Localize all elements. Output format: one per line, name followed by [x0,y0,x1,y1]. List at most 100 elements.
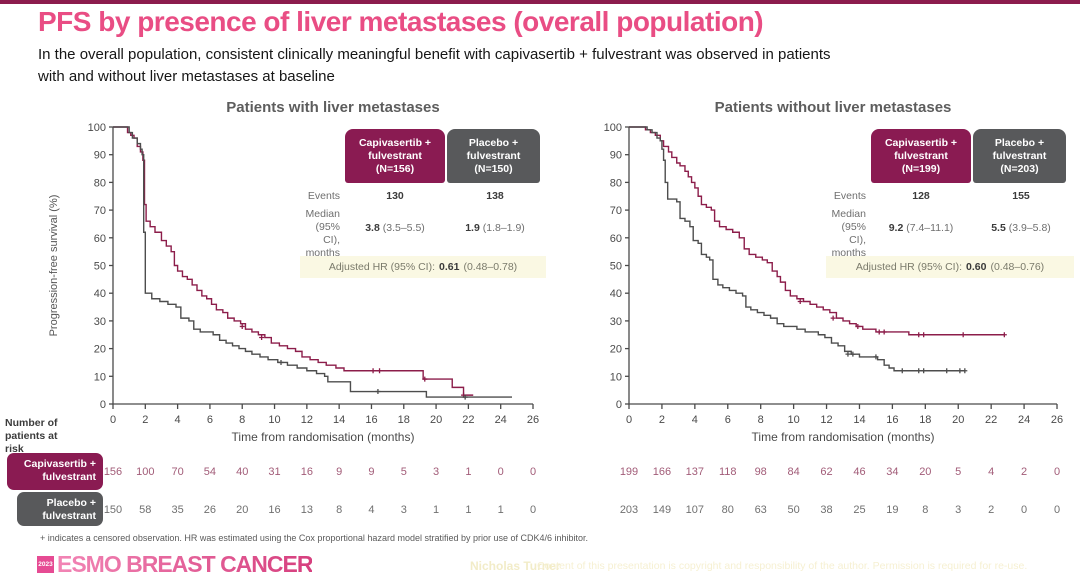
chart-title-without-liver-mets: Patients without liver metastases [714,99,952,116]
svg-text:22: 22 [462,414,474,426]
logo-text: ESMO BREAST CANCER [57,551,313,577]
svg-text:40: 40 [94,288,106,300]
svg-text:58: 58 [139,504,151,516]
svg-text:166: 166 [653,466,671,478]
svg-text:3: 3 [433,466,439,478]
svg-text:16: 16 [301,466,313,478]
events-value-placebo: 155 [1012,190,1030,202]
svg-text:30: 30 [610,316,622,328]
arm-header-placebo: Placebo + fulvestrant (N=203) [973,129,1066,183]
svg-text:26: 26 [204,504,216,516]
axes [625,126,1058,409]
svg-text:20: 20 [610,344,622,356]
svg-text:18: 18 [919,414,931,426]
svg-text:34: 34 [886,466,898,478]
svg-text:137: 137 [686,466,704,478]
events-row-label: Events [833,190,866,202]
svg-text:0: 0 [530,504,536,516]
svg-text:100: 100 [88,122,106,134]
slide-subtitle: In the overall population, consistent cl… [38,46,831,85]
median-number: 1.9 [465,222,480,234]
svg-text:16: 16 [886,414,898,426]
arm-header-capivasertib: Capivasertib + fulvestrant (N=199) [871,129,971,183]
svg-text:90: 90 [610,150,622,162]
author-name: Nicholas Turner [470,559,561,573]
svg-text:118: 118 [719,466,737,478]
svg-text:50: 50 [787,504,799,516]
km-series-capivasertib-fulvestrant [113,126,474,396]
hr-ci: (0.48–0.76) [990,261,1045,273]
at-risk-row-1: 199 166 137 118 98 84 62 46 34 20 5 4 2 0 [620,466,1060,478]
svg-text:100: 100 [604,122,622,134]
svg-text:3: 3 [955,504,961,516]
copyright-notice: Content of this presentation is copyrigh… [537,560,1028,572]
logo-year-badge: 2023 [37,556,54,573]
km-series-placebo-fulvestrant [629,126,965,372]
svg-text:40: 40 [610,288,622,300]
x-axis-title: Time from randomisation (months) [232,430,415,444]
svg-text:62: 62 [820,466,832,478]
svg-text:2: 2 [988,504,994,516]
footnote: + indicates a censored observation. HR w… [40,533,589,543]
svg-text:0: 0 [1021,504,1027,516]
median-row-label: Median (95% CI), months [831,208,866,259]
svg-text:60: 60 [610,233,622,245]
svg-text:1: 1 [498,504,504,516]
svg-text:63: 63 [755,504,767,516]
svg-text:4: 4 [988,466,994,478]
svg-text:3: 3 [401,504,407,516]
at-risk-row-2: 203 149 107 80 63 50 38 25 19 8 3 2 0 0 [620,504,1060,516]
svg-text:12: 12 [301,414,313,426]
svg-text:80: 80 [722,504,734,516]
svg-text:4: 4 [368,504,374,516]
svg-text:0: 0 [100,399,106,411]
svg-text:107: 107 [686,504,704,516]
svg-text:30: 30 [94,316,106,328]
censor-marks [278,359,468,400]
svg-text:199: 199 [620,466,638,478]
events-value-capivasertib: 130 [386,190,404,202]
svg-text:1: 1 [465,466,471,478]
svg-text:19: 19 [886,504,898,516]
svg-text:14: 14 [853,414,865,426]
censor-marks [845,351,968,374]
km-series-placebo-fulvestrant [113,126,513,398]
svg-text:20: 20 [952,414,964,426]
median-ci: (1.8–1.9) [482,222,525,234]
esmo-logo: 2023 ESMO BREAST CANCER [37,551,313,578]
svg-text:5: 5 [401,466,407,478]
svg-text:5: 5 [955,466,961,478]
number-at-risk-label: Number of patients at risk [5,417,58,455]
svg-text:8: 8 [922,504,928,516]
svg-text:26: 26 [527,414,539,426]
median-number: 9.2 [888,222,904,234]
censor-marks [239,323,467,398]
svg-text:149: 149 [653,504,671,516]
adjusted-hr-band: Adjusted HR (95% CI): 0.61 (0.48–0.78) [300,256,546,278]
svg-text:0: 0 [498,466,504,478]
slide-title: PFS by presence of liver metastases (ove… [38,6,764,37]
svg-text:12: 12 [820,414,832,426]
svg-text:10: 10 [610,371,622,383]
svg-text:0: 0 [110,414,116,426]
adjusted-hr-band: Adjusted HR (95% CI): 0.60 (0.48–0.76) [826,256,1074,278]
risk-row-label-capivasertib: Capivasertib + fulvestrant [7,453,103,490]
at-risk-row-1: 156 100 70 54 40 31 16 9 9 5 3 1 0 0 [104,466,536,478]
svg-text:2: 2 [142,414,148,426]
summary-table-with-liver-mets: Capivasertib + fulvestrant (N=156) Place… [300,128,546,282]
arm-header-capivasertib: Capivasertib + fulvestrant (N=156) [345,129,445,183]
svg-text:9: 9 [336,466,342,478]
svg-text:35: 35 [171,504,183,516]
svg-text:84: 84 [787,466,799,478]
median-row-label: Median (95% CI), months [305,208,340,259]
svg-text:18: 18 [398,414,410,426]
svg-text:40: 40 [236,466,248,478]
at-risk-row-2: 150 58 35 26 20 16 13 8 4 3 1 1 1 0 [104,504,536,516]
hr-ci: (0.48–0.78) [463,261,518,273]
svg-text:60: 60 [94,233,106,245]
svg-text:50: 50 [94,261,106,273]
x-axis-title: Time from randomisation (months) [752,430,935,444]
hr-label: Adjusted HR (95% CI): [328,261,436,273]
